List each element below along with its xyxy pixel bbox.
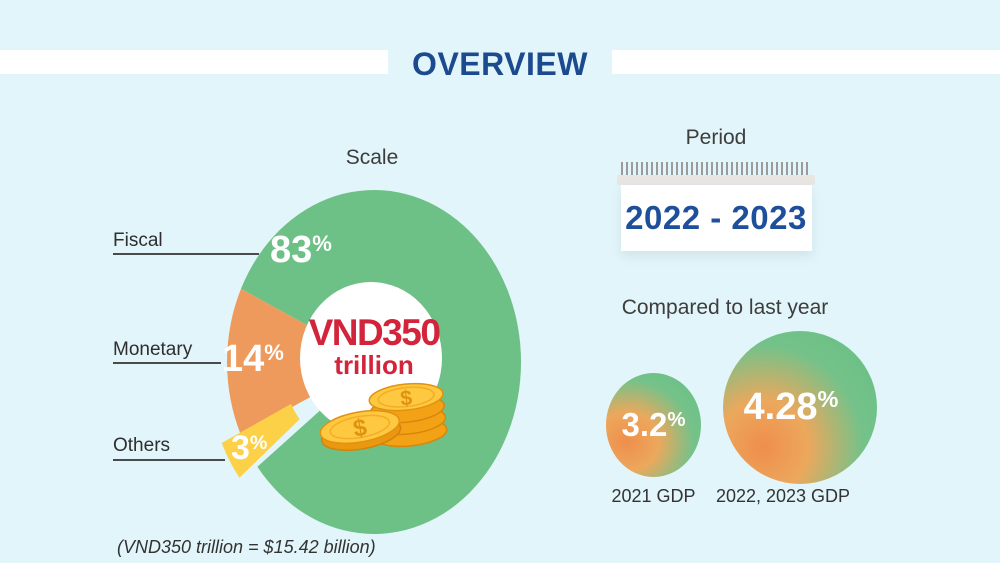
gdp-label-2021: 2021 GDP: [611, 486, 696, 506]
center-unit: trillion: [334, 350, 414, 380]
legend-label-monetary: Monetary: [113, 339, 193, 360]
calendar-binding-rings: [621, 162, 811, 176]
monetary-leader-line: [113, 362, 221, 364]
monetary-percent-label: 14%: [222, 338, 284, 381]
gdp-2022-number: 4.28: [743, 386, 818, 428]
legend-label-others: Others: [113, 435, 171, 456]
period-value: 2022 - 2023: [625, 199, 807, 236]
center-value: VND350: [308, 312, 441, 353]
svg-text:$: $: [399, 387, 413, 411]
percent-sign: %: [667, 407, 686, 431]
fiscal-percent-value: 83: [270, 229, 313, 271]
gold-coins-icon: $ $: [319, 382, 448, 451]
others-slice: [221, 403, 300, 478]
period-heading: Period: [685, 126, 747, 149]
monetary-percent-value: 14: [222, 338, 265, 380]
gdp-label-2022-2023: 2022, 2023 GDP: [715, 486, 851, 506]
comparison-heading: Compared to last year: [621, 296, 829, 319]
others-percent-value: 3: [231, 429, 250, 467]
scale-heading: Scale: [345, 146, 399, 169]
others-percent-label: 3%: [231, 429, 267, 468]
calendar-body: 2022 - 2023: [620, 185, 812, 251]
gdp-value-2022-2023: 4.28%: [744, 386, 839, 429]
percent-sign: %: [249, 432, 268, 455]
svg-text:$: $: [351, 414, 369, 443]
page-title: OVERVIEW: [412, 46, 588, 82]
others-leader-line: [113, 459, 225, 461]
footnote: (VND350 trillion = $15.42 billion): [117, 537, 376, 557]
gdp-circle-2021: 3.2%: [606, 373, 701, 477]
title-box: OVERVIEW: [388, 41, 612, 88]
percent-sign: %: [312, 230, 332, 256]
donut-center-text: VND350 trillion: [292, 314, 456, 380]
percent-sign: %: [817, 386, 839, 413]
gdp-value-2021: 3.2%: [621, 406, 685, 444]
legend-label-fiscal: Fiscal: [113, 230, 163, 251]
calendar-top-strip: [617, 175, 815, 185]
percent-sign: %: [264, 339, 284, 365]
fiscal-percent-label: 83%: [270, 229, 332, 272]
fiscal-leader-line: [113, 253, 259, 255]
gdp-2021-number: 3.2: [621, 406, 668, 443]
gdp-circle-2022-2023: 4.28%: [723, 331, 877, 484]
calendar-icon: 2022 - 2023: [617, 162, 815, 251]
